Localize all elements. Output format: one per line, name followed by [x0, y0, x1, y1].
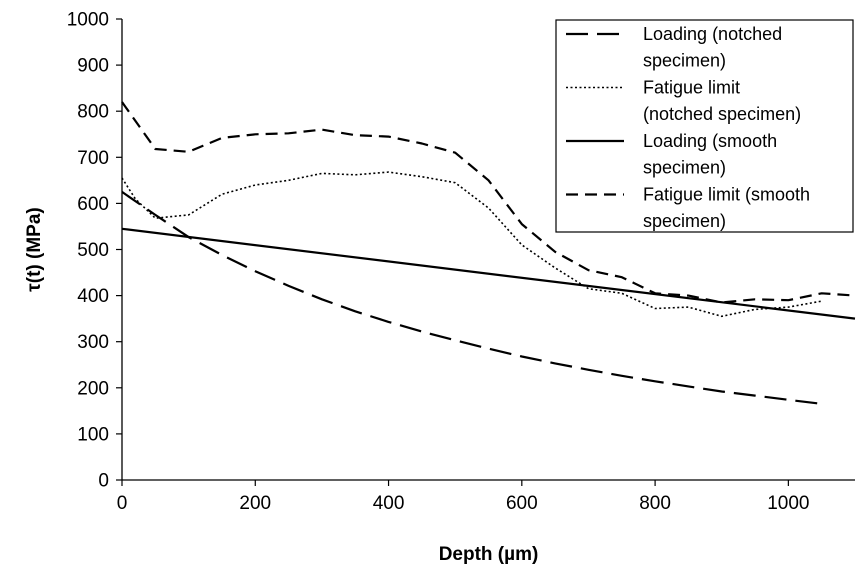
x-axis-title: Depth (µm) — [439, 544, 539, 565]
legend-box — [555, 19, 854, 233]
x-tick-label: 800 — [639, 493, 671, 514]
series-line-3 — [121, 227, 856, 320]
y-tick-label: 600 — [77, 194, 109, 215]
legend-label-2: Fatigue limit — [643, 78, 740, 98]
legend-label-1: Loading (notched — [643, 24, 782, 44]
y-axis-ticks: 0 100 200 300 400 500 600 700 800 900 1000 — [67, 10, 122, 492]
x-tick-label: 400 — [373, 493, 405, 514]
legend-label-4: Fatigue limit (smooth — [643, 185, 810, 205]
y-tick-label: 400 — [77, 286, 109, 307]
series-line-1 — [121, 190, 822, 405]
y-axis-title: τ(t) (MPa) — [24, 207, 45, 291]
series-line-4 — [121, 101, 856, 304]
legend-label-4: specimen) — [643, 211, 726, 231]
x-tick-label: 600 — [506, 493, 538, 514]
legend-label-1: specimen) — [643, 51, 726, 71]
x-axis-ticks: 0 200 400 600 800 1000 — [117, 480, 810, 514]
y-tick-label: 900 — [77, 56, 109, 77]
legend: Loading (notched specimen) Fatigue limit (n… — [555, 19, 854, 233]
x-tick-label: 1000 — [767, 493, 809, 514]
y-tick-label: 1000 — [67, 10, 109, 31]
y-tick-label: 500 — [77, 240, 109, 261]
y-tick-label: 800 — [77, 102, 109, 123]
series-line-2 — [121, 171, 822, 318]
legend-label-3: Loading (smooth — [643, 131, 777, 151]
x-tick-label: 0 — [117, 493, 128, 514]
y-tick-label: 300 — [77, 332, 109, 353]
series-lines — [121, 101, 856, 405]
y-tick-label: 200 — [77, 378, 109, 399]
y-tick-label: 700 — [77, 148, 109, 169]
legend-label-3: specimen) — [643, 158, 726, 178]
x-tick-label: 200 — [239, 493, 271, 514]
legend-label-2: (notched specimen) — [643, 104, 801, 124]
y-tick-label: 100 — [77, 424, 109, 445]
y-tick-label: 0 — [98, 471, 109, 492]
